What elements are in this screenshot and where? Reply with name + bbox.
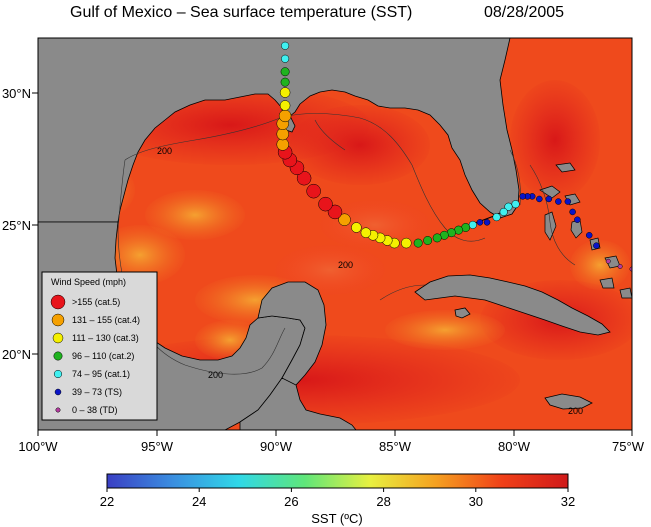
track-point [504,202,513,211]
track-point [281,54,290,63]
colorbar-tick-label: 32 [561,494,575,509]
colorbar-tick-label: 24 [192,494,206,509]
track-point [280,67,290,77]
track-point [574,216,581,223]
track-point [413,238,423,248]
map-date: 08/28/2005 [484,4,564,21]
legend-marker [52,332,64,344]
land-isle-of-youth [454,307,471,319]
colorbar-tick-label: 26 [284,494,298,509]
legend-item-label: 111 – 130 (cat.3) [72,333,139,343]
track-point [280,77,290,87]
isobath-label: 200 [568,406,583,416]
track-point [281,41,290,50]
legend-box [41,271,158,421]
track-point [639,269,643,273]
legend-marker [53,369,63,379]
track-point [536,195,543,203]
lon-tick-label: 90°W [260,439,293,454]
track-point [327,204,343,220]
colorbar-ramp [106,473,569,489]
isobath-label: 200 [338,260,353,270]
legend-item-label: 74 – 95 (cat.1) [72,369,130,379]
axis-ticks [32,92,633,436]
legend-item-label: 39 – 73 (TS) [72,387,122,397]
hurricane-track [276,41,643,273]
track-point [605,258,611,264]
lon-tick-label: 75°W [612,439,645,454]
track-point [296,170,312,186]
lat-tick-label: 25°N [2,218,31,233]
legend-marker [55,407,61,413]
track-point [306,183,321,199]
track-point [468,220,477,229]
track-point [593,242,600,249]
legend-marker [51,313,65,327]
legend-title: Wind Speed (mph) [51,277,126,287]
legend-item-label: 0 – 38 (TD) [72,405,118,415]
land-yucatan [257,281,327,389]
track-point [545,195,553,203]
track-point [519,193,526,200]
land-cuba [414,274,611,336]
isobath-labels: 200 200 200 200 [157,146,583,416]
lat-labels: 20°N 25°N 30°N [2,86,31,362]
track-point [555,198,562,205]
track-point [585,232,593,239]
lon-tick-label: 100°W [18,439,58,454]
colorbar-tick-label: 22 [100,494,114,509]
legend-marker [54,388,62,396]
land-jamaica [544,393,593,410]
legend-marker [53,351,63,361]
map-title: Gulf of Mexico – Sea surface temperature… [70,4,412,21]
colorbar-label: SST (ºC) [311,511,362,526]
track-point [492,213,501,222]
track-point [432,233,442,243]
colorbar: 22 24 26 28 30 32 SST (ºC) [100,473,575,526]
lon-tick-label: 85°W [379,439,412,454]
track-point [279,87,291,98]
track-point [476,219,484,226]
track-point [338,213,351,226]
lon-tick-label: 80°W [498,439,531,454]
legend-item-label: 96 – 110 (cat.2) [72,351,134,361]
land-central-america [239,377,357,430]
legend-item-label: 131 – 155 (cat.4) [72,315,140,325]
track-point [423,236,433,245]
wind-speed-legend: Wind Speed (mph) >155 (cat.5) 131 – 155 (… [41,271,158,421]
colorbar-tick-label: 28 [376,494,390,509]
lat-tick-label: 30°N [2,86,31,101]
isobath-label: 200 [157,146,172,156]
track-point [360,227,372,238]
legend-item-label: >155 (cat.5) [72,297,120,307]
track-point [401,237,412,249]
lon-labels: 100°W 95°W 90°W 85°W 80°W 75°W [18,439,644,454]
track-point [564,198,572,205]
track-point [499,207,508,216]
track-point [569,208,576,216]
legend-marker [50,294,66,310]
track-point [511,200,520,209]
track-point [318,196,333,212]
track-point [278,109,292,123]
lat-tick-label: 20°N [2,347,31,362]
map-frame [37,37,633,431]
track-point [351,222,362,233]
colorbar-tick-label: 30 [469,494,483,509]
track-point [617,264,623,269]
isobath-label: 200 [208,370,223,380]
lon-tick-label: 95°W [141,439,174,454]
track-point [279,100,291,111]
track-point [483,219,491,226]
